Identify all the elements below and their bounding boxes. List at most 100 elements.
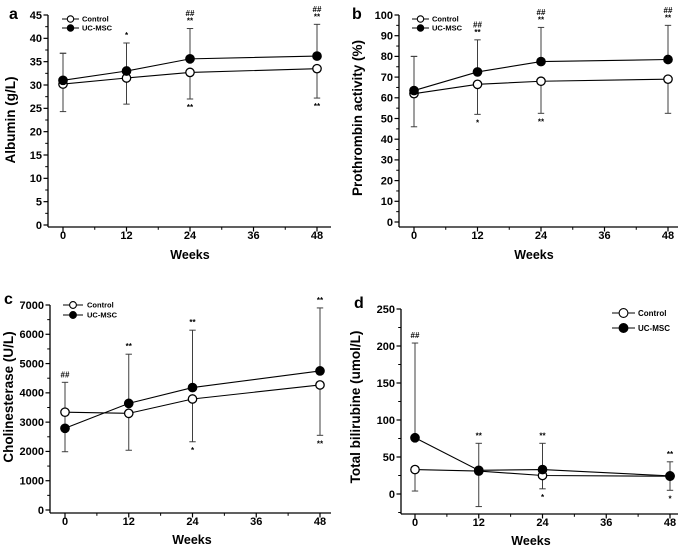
y-tick-label: 3000 [20,417,44,429]
panel-letter: a [9,6,18,23]
annotation-hash: ## [473,20,482,29]
annotation-asterisk: ** [667,450,674,459]
y-tick-label: 30 [381,155,393,167]
x-tick-label: 0 [60,230,66,242]
y-tick-label: 40 [381,134,393,146]
legend-marker-filled-circle-icon [618,323,629,333]
x-tick-label: 48 [314,516,326,528]
x-axis-title: Weeks [514,248,553,262]
data-point-uc-msc [537,464,548,475]
legend-marker-filled-circle-icon [69,311,77,319]
x-tick-label: 12 [471,230,483,242]
data-point-uc-msc [410,432,420,443]
annotation-hash: ## [61,370,70,379]
panel-letter: d [354,295,364,312]
data-point-uc-msc [121,66,132,76]
y-tick-label: 10 [381,196,393,208]
series-line-uc-msc [62,55,318,81]
data-point-uc-msc [665,471,675,481]
legend-label-control: Control [432,15,459,24]
annotation-asterisk: ** [538,15,545,24]
y-tick-label: 1000 [20,476,44,488]
data-point-uc-msc [315,366,325,376]
x-tick-label: 36 [598,230,610,242]
legend-label-uc-msc: UC-MSC [432,24,463,33]
x-axis-title: Weeks [172,533,211,547]
x-tick-label: 0 [62,516,68,528]
x-axis-title: Weeks [511,534,550,548]
data-point-uc-msc [473,465,484,476]
annotation-asterisk: ** [187,103,194,112]
y-tick-label: 0 [36,220,42,232]
panel-letter: c [4,291,13,308]
y-tick-label: 25 [30,103,42,115]
data-point-control [123,408,134,419]
legend-marker-open-circle-icon [69,301,77,309]
data-point-uc-msc [58,75,68,86]
y-tick-label: 45 [30,10,42,22]
x-tick-label: 24 [536,517,549,529]
y-tick-label: 80 [381,51,393,63]
y-tick-label: 35 [30,56,42,68]
x-tick-label: 48 [311,230,323,242]
series-line-uc-msc [64,370,321,429]
y-tick-label: 0 [38,505,44,517]
legend-label-control: Control [638,309,666,318]
y-tick-label: 70 [381,72,393,84]
data-point-uc-msc [123,398,134,409]
y-tick-label: 10 [30,173,42,185]
y-tick-label: 0 [389,489,395,501]
x-tick-label: 0 [411,230,417,242]
panel-letter: b [352,6,362,23]
data-point-control [315,380,325,390]
x-tick-label: 24 [184,230,197,242]
x-tick-label: 12 [473,517,485,529]
data-point-uc-msc [312,51,322,61]
data-point-uc-msc [185,54,195,64]
annotation-asterisk: * [668,494,672,503]
data-point-uc-msc [472,67,483,77]
x-tick-label: 0 [412,517,418,529]
x-tick-label: 24 [186,516,199,528]
y-axis-title: Prothrombin activity (%) [350,40,365,196]
data-point-control [187,394,198,404]
legend-marker-open-circle-icon [66,15,75,23]
legend-label-uc-msc: UC-MSC [82,24,113,33]
annotation-asterisk: ** [665,13,672,22]
x-tick-label: 12 [123,516,135,528]
data-point-uc-msc [187,382,198,393]
annotation-asterisk: * [541,493,545,502]
data-point-uc-msc [60,423,70,434]
annotation-asterisk: ** [189,318,196,327]
annotation-asterisk: ** [538,117,545,126]
series-line-control [64,384,321,414]
annotation-asterisk: * [125,31,129,40]
y-tick-label: 4000 [20,388,44,400]
data-point-uc-msc [409,85,419,96]
series-line-uc-msc [414,437,671,477]
data-point-control [663,74,673,85]
legend-marker-filled-circle-icon [66,24,75,32]
data-point-control [410,464,420,475]
series-line-control [414,469,671,477]
y-tick-label: 5 [36,196,42,208]
annotation-asterisk: ** [314,12,321,21]
chart-panel-c: 0 1000 2000 3000 4000 5000 6000 7000 0 12 24 36 48 Ch… [1,291,331,547]
y-tick-label: 30 [30,80,42,92]
y-tick-label: 40 [30,33,42,45]
annotation-asterisk: ** [317,439,324,448]
series-line-control [413,78,669,95]
y-tick-label: 20 [381,175,393,187]
data-point-control [60,407,70,418]
annotation-asterisk: ** [476,431,483,440]
data-point-uc-msc [663,54,673,65]
y-tick-label: 20 [30,126,42,138]
y-axis-title: Cholinesterase (U/L) [1,331,16,462]
y-axis-title: Total bilirubine (umol/L) [348,331,363,484]
x-tick-label: 12 [120,230,132,242]
data-point-control [536,76,546,87]
legend-label-uc-msc: UC-MSC [87,311,118,320]
y-tick-label: 15 [30,150,42,162]
annotation-hash: ## [664,6,673,15]
